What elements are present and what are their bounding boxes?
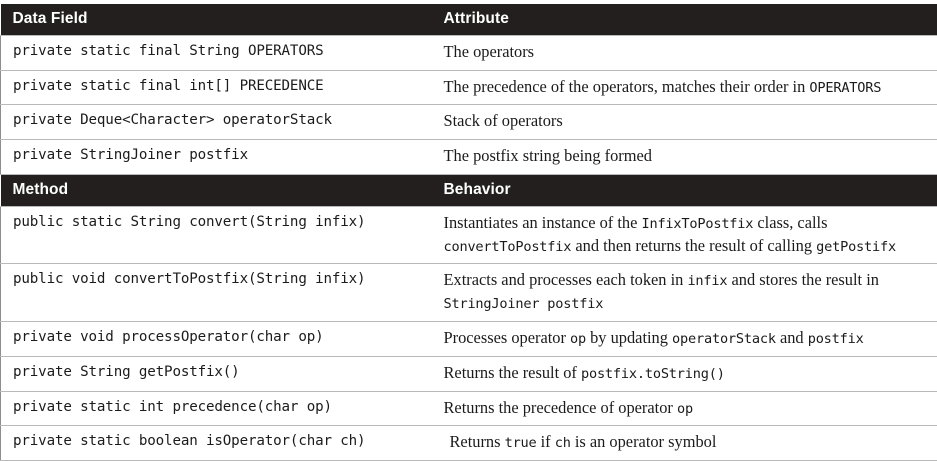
table-row: public void convertToPostfix(String infi… bbox=[1, 264, 937, 322]
code-signature: private static final String OPERATORS bbox=[13, 43, 324, 59]
signature-cell: private static final int[] PRECEDENCE bbox=[1, 70, 433, 105]
description-text: The postfix string being formed bbox=[444, 146, 652, 165]
description-code-fragment: getPostifx bbox=[816, 239, 896, 255]
section-header-left-label: Data Field bbox=[1, 4, 433, 35]
signature-cell: public static String convert(String infi… bbox=[1, 206, 433, 264]
section-header-left-label: Method bbox=[1, 175, 433, 207]
code-signature: private static int precedence(char op) bbox=[13, 399, 332, 415]
description-prose-fragment: and bbox=[776, 328, 808, 347]
code-signature: private void processOperator(char op) bbox=[13, 329, 324, 345]
description-code-fragment: true bbox=[505, 435, 537, 451]
description-text: The operators bbox=[444, 42, 535, 61]
description-cell: Extracts and processes each token in inf… bbox=[433, 264, 937, 322]
description-cell: The precedence of the operators, matches… bbox=[433, 70, 937, 105]
table-row: public static String convert(String infi… bbox=[1, 206, 937, 264]
signature-cell: private String getPostfix() bbox=[1, 356, 433, 391]
description-code-fragment: operatorStack bbox=[672, 331, 776, 347]
description-prose-fragment: The postfix string being formed bbox=[444, 146, 652, 165]
signature-cell: private StringJoiner postfix bbox=[1, 140, 433, 175]
code-signature: private Deque<Character> operatorStack bbox=[13, 112, 332, 128]
description-text: Stack of operators bbox=[444, 111, 563, 130]
signature-cell: private static final String OPERATORS bbox=[1, 35, 433, 70]
description-prose-fragment: Returns bbox=[450, 432, 505, 451]
signature-cell: private static boolean isOperator(char c… bbox=[1, 426, 433, 461]
code-signature: private StringJoiner postfix bbox=[13, 147, 248, 163]
code-signature: private static final int[] PRECEDENCE bbox=[13, 78, 324, 94]
signature-cell: public void convertToPostfix(String infi… bbox=[1, 264, 433, 322]
description-cell: Processes operator op by updating operat… bbox=[433, 322, 937, 357]
description-prose-fragment: Returns the precedence of operator bbox=[444, 398, 677, 417]
description-prose-fragment: is an operator symbol bbox=[571, 432, 717, 451]
description-code-fragment: postfix bbox=[808, 331, 864, 347]
signature-cell: private Deque<Character> operatorStack bbox=[1, 105, 433, 140]
description-prose-fragment: Returns the result of bbox=[444, 363, 581, 382]
description-prose-fragment: class, calls bbox=[753, 213, 827, 232]
description-text: Returns the precedence of operator op bbox=[444, 398, 693, 417]
description-cell: Stack of operators bbox=[433, 105, 937, 140]
description-text: Instantiates an instance of the InfixToP… bbox=[444, 213, 896, 255]
table-row: private Deque<Character> operatorStack St… bbox=[1, 105, 937, 140]
description-cell: Returns the result of postfix.toString() bbox=[433, 356, 937, 391]
table-row: private StringJoiner postfix The postfix … bbox=[1, 140, 937, 175]
table-row: private void processOperator(char op) Pro… bbox=[1, 322, 937, 357]
description-code-fragment: convertToPostfix bbox=[444, 239, 572, 255]
signature-cell: private void processOperator(char op) bbox=[1, 322, 433, 357]
description-prose-fragment: Extracts and processes each token in bbox=[444, 270, 688, 289]
description-cell: Returns the precedence of operator op bbox=[433, 391, 937, 426]
description-code-fragment: postfix.toString() bbox=[581, 366, 725, 382]
code-signature: public void convertToPostfix(String infi… bbox=[13, 271, 365, 287]
description-prose-fragment: and stores the result in bbox=[727, 270, 879, 289]
description-prose-fragment: if bbox=[537, 432, 555, 451]
code-signature: public static String convert(String infi… bbox=[13, 214, 365, 230]
description-code-fragment: infix bbox=[687, 273, 727, 289]
signature-cell: private static int precedence(char op) bbox=[1, 391, 433, 426]
description-cell: The operators bbox=[433, 35, 937, 70]
table-row: private static boolean isOperator(char c… bbox=[1, 426, 937, 461]
table-row: private static final int[] PRECEDENCE The… bbox=[1, 70, 937, 105]
description-prose-fragment: and then returns the result of calling bbox=[571, 236, 816, 255]
description-prose-fragment: Instantiates an instance of the bbox=[444, 213, 642, 232]
description-cell: Instantiates an instance of the InfixToP… bbox=[433, 206, 937, 264]
description-cell: Returns true if ch is an operator symbol bbox=[433, 426, 937, 461]
description-code-fragment: InfixToPostfix bbox=[641, 216, 753, 232]
description-code-fragment: op bbox=[570, 331, 586, 347]
description-code-fragment: ch bbox=[555, 435, 571, 451]
description-text: The precedence of the operators, matches… bbox=[444, 77, 882, 96]
description-prose-fragment: Processes operator bbox=[444, 328, 571, 347]
description-text: Returns true if ch is an operator symbol bbox=[450, 432, 717, 451]
description-code-fragment: StringJoiner postfix bbox=[444, 296, 604, 312]
description-code-fragment: OPERATORS bbox=[809, 80, 881, 96]
section-header-right-label: Attribute bbox=[433, 4, 937, 35]
description-prose-fragment: Stack of operators bbox=[444, 111, 563, 130]
code-signature: private static boolean isOperator(char c… bbox=[13, 433, 365, 449]
description-text: Extracts and processes each token in inf… bbox=[444, 270, 879, 312]
description-prose-fragment: The precedence of the operators, matches… bbox=[444, 77, 810, 96]
table-row: private static int precedence(char op) Re… bbox=[1, 391, 937, 426]
table-row: private String getPostfix() Returns the r… bbox=[1, 356, 937, 391]
section-header-right-label: Behavior bbox=[433, 175, 937, 207]
description-cell: The postfix string being formed bbox=[433, 140, 937, 175]
table-row: private static final String OPERATORS The… bbox=[1, 35, 937, 70]
description-prose-fragment: The operators bbox=[444, 42, 535, 61]
code-signature: private String getPostfix() bbox=[13, 364, 240, 380]
description-code-fragment: op bbox=[677, 401, 693, 417]
description-text: Returns the result of postfix.toString() bbox=[444, 363, 725, 382]
description-text: Processes operator op by updating operat… bbox=[444, 328, 864, 347]
description-prose-fragment: by updating bbox=[586, 328, 672, 347]
